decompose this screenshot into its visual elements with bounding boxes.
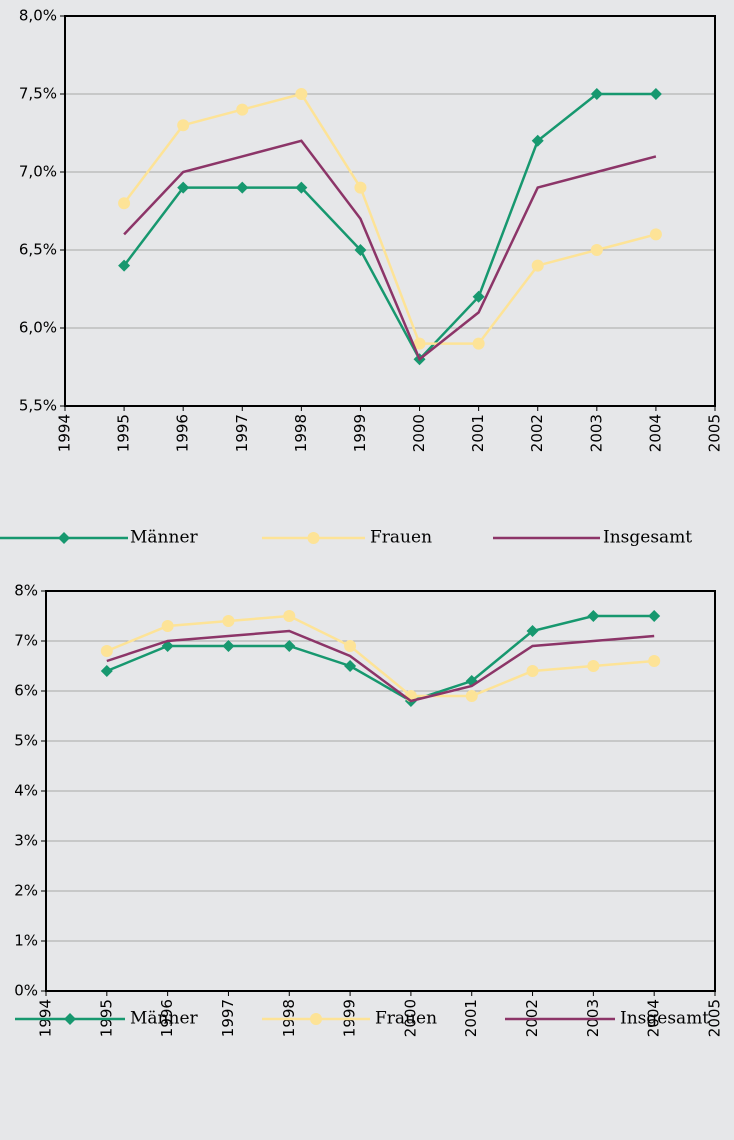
series-line	[123, 139, 657, 362]
x-tick-label: 1998	[292, 414, 310, 452]
x-tick-label: 2001	[462, 999, 480, 1037]
legend-marker	[310, 1013, 322, 1025]
marker	[587, 660, 600, 672]
y-tick-label: 0%	[14, 982, 38, 1000]
marker	[648, 610, 661, 622]
marker	[222, 640, 235, 652]
marker	[590, 88, 603, 100]
marker	[118, 197, 131, 210]
x-tick-label: 2003	[587, 414, 605, 452]
marker	[354, 181, 367, 194]
marker	[354, 244, 367, 256]
marker	[100, 645, 113, 657]
x-tick-label: 1997	[219, 999, 237, 1037]
plot-area	[65, 16, 715, 406]
marker	[236, 181, 249, 194]
legend-label: Männer	[130, 1009, 199, 1029]
y-tick-label: 7,5%	[19, 85, 57, 103]
marker	[236, 103, 249, 116]
y-tick-label: 7%	[14, 632, 38, 650]
x-tick-label: 2004	[645, 999, 663, 1037]
x-tick-label: 1995	[115, 414, 133, 452]
y-tick-label: 6%	[14, 682, 38, 700]
legend-marker	[58, 532, 70, 544]
y-tick-label: 3%	[14, 832, 38, 850]
marker	[649, 228, 662, 241]
legend-label: Frauen	[370, 528, 432, 548]
legend-label: Insgesamt	[603, 528, 692, 548]
marker	[587, 610, 600, 622]
x-tick-label: 2005	[706, 414, 724, 452]
x-tick-label: 1996	[158, 999, 176, 1037]
marker	[118, 259, 131, 272]
marker	[283, 640, 296, 652]
y-tick-label: 6,5%	[19, 241, 57, 259]
marker	[222, 615, 235, 627]
marker	[590, 244, 603, 256]
marker	[531, 259, 544, 272]
x-tick-label: 1996	[174, 414, 192, 452]
x-tick-label: 1994	[56, 414, 74, 452]
plot-border	[64, 15, 716, 407]
x-tick-label: 2004	[646, 414, 664, 452]
series-line	[123, 92, 657, 345]
marker	[526, 665, 539, 677]
x-tick-label: 2001	[469, 414, 487, 452]
series-line	[123, 92, 656, 362]
y-tick-label: 5%	[14, 732, 38, 750]
y-tick-label: 8,0%	[19, 7, 57, 25]
plot-border	[45, 590, 716, 992]
y-tick-label: 4%	[14, 782, 38, 800]
marker	[413, 337, 426, 350]
marker	[295, 181, 308, 194]
legend-label: Frauen	[375, 1009, 437, 1029]
legend-label: Insgesamt	[620, 1009, 709, 1029]
x-tick-label: 1999	[351, 414, 369, 452]
marker	[344, 660, 357, 672]
y-tick-label: 5,5%	[19, 397, 57, 415]
y-tick-label: 6,0%	[19, 319, 57, 337]
legend-marker	[307, 532, 320, 544]
marker	[649, 88, 662, 100]
y-tick-label: 1%	[14, 932, 38, 950]
marker	[465, 690, 478, 702]
marker	[472, 290, 485, 303]
marker	[531, 134, 544, 147]
series-line	[106, 614, 655, 698]
y-tick-label: 2%	[14, 882, 38, 900]
x-tick-label: 2002	[528, 414, 546, 452]
marker	[100, 665, 113, 677]
x-tick-label: 2000	[401, 999, 419, 1037]
legend-label: Männer	[130, 528, 199, 548]
marker	[177, 119, 190, 132]
marker	[283, 610, 296, 622]
series-line	[106, 629, 655, 703]
marker	[472, 337, 485, 350]
series-line	[106, 614, 655, 703]
marker	[177, 181, 190, 194]
x-tick-label: 1997	[233, 414, 251, 452]
legend-marker	[64, 1013, 76, 1025]
marker	[648, 655, 661, 667]
marker	[295, 88, 308, 100]
y-tick-label: 7,0%	[19, 163, 57, 181]
marker	[161, 620, 174, 632]
x-tick-label: 2005	[706, 999, 724, 1037]
marker	[526, 625, 539, 637]
x-tick-label: 2000	[410, 414, 428, 452]
marker	[344, 640, 357, 652]
y-tick-label: 8%	[14, 582, 38, 600]
